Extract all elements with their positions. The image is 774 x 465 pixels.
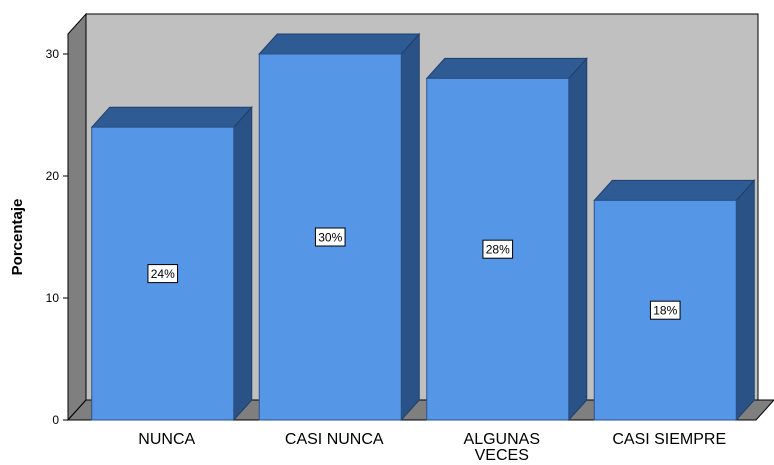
data-label-text-3: 18% bbox=[653, 304, 677, 318]
bar-top-3 bbox=[593, 179, 756, 201]
data-label-box-3 bbox=[649, 300, 681, 320]
x-tick-label-0: NUNCA bbox=[138, 431, 195, 448]
data-label-1: 30% bbox=[314, 227, 346, 247]
bar-side-3 bbox=[735, 179, 755, 422]
bar-1: 30% bbox=[258, 32, 421, 422]
data-label-text-1: 30% bbox=[318, 231, 342, 245]
y-tick-label-3: 30 bbox=[46, 47, 60, 61]
bar-side-1 bbox=[400, 32, 420, 422]
bar-0: 24% bbox=[90, 105, 253, 422]
y-axis-title: Porcentaje bbox=[9, 199, 26, 276]
y-tick-label-0: 0 bbox=[52, 413, 59, 427]
x-tick-label-3: CASI SIEMPRE bbox=[612, 431, 726, 448]
bars: 24% 30% 28% 18% bbox=[90, 32, 756, 422]
data-label-text-2: 28% bbox=[486, 243, 510, 257]
y-tick-label-1: 10 bbox=[46, 291, 60, 305]
data-label-3: 18% bbox=[649, 300, 681, 320]
bar-3: 18% bbox=[593, 179, 756, 422]
side-wall bbox=[67, 12, 87, 422]
data-label-2: 28% bbox=[482, 239, 514, 259]
bar-side-0 bbox=[233, 105, 253, 422]
data-label-text-0: 24% bbox=[151, 267, 175, 281]
bar-side-2 bbox=[568, 57, 588, 422]
data-label-box-1 bbox=[314, 227, 346, 247]
data-label-box-2 bbox=[482, 239, 514, 259]
x-tick-label-2: ALGUNAS VECES bbox=[464, 431, 540, 464]
x-tick-label-1: CASI NUNCA bbox=[285, 431, 384, 448]
bar-top-1 bbox=[258, 33, 421, 55]
y-tick-label-2: 20 bbox=[46, 169, 60, 183]
bar-top-2 bbox=[425, 57, 588, 79]
data-label-box-0 bbox=[147, 264, 179, 284]
x-axis: NUNCA CASI NUNCA ALGUNAS VECES CASI SIEMPRE bbox=[138, 431, 726, 464]
y-axis: 0 10 20 30 bbox=[46, 34, 69, 427]
data-label-0: 24% bbox=[147, 264, 179, 284]
bar-top-0 bbox=[90, 106, 253, 128]
bar-2: 28% bbox=[425, 57, 588, 422]
